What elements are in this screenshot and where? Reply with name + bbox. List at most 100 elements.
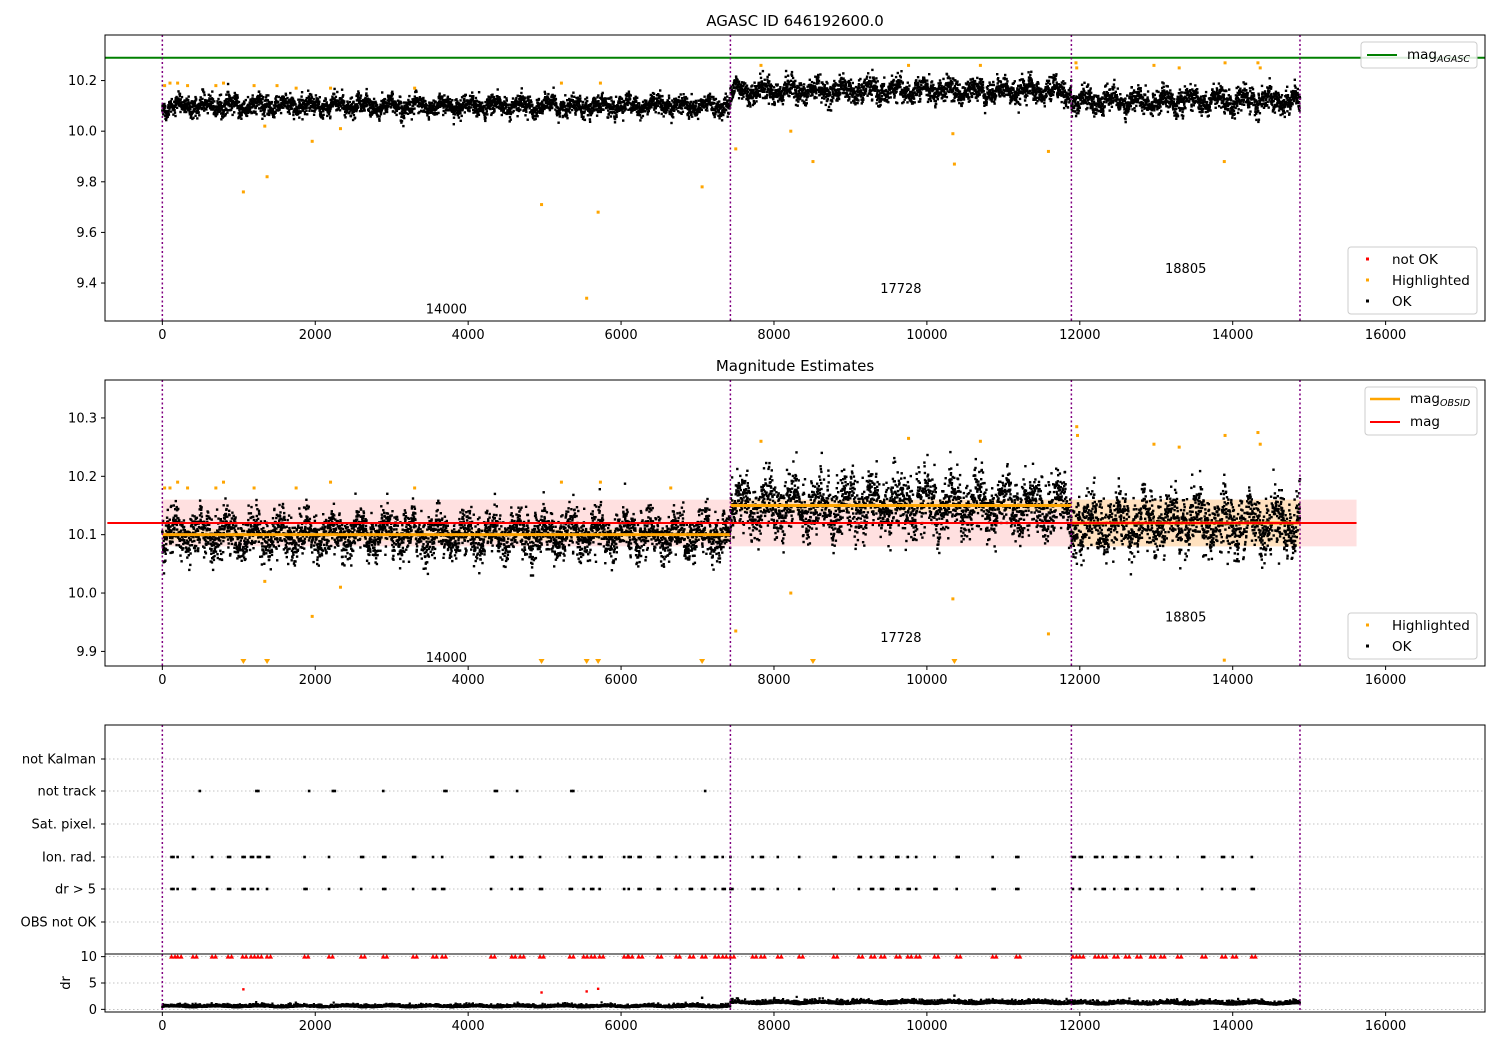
ok-point [588,120,592,123]
ok-point [594,97,597,100]
ok-point [319,113,322,116]
ok-point [563,105,566,108]
ok-point [531,112,535,115]
ok-point [389,106,393,109]
ok-point [993,102,996,105]
ok-point [765,90,769,94]
ok-point [288,112,291,115]
ok-point [635,100,638,104]
ok-point [589,113,593,117]
ok-point [608,97,611,100]
ok-point [591,99,595,102]
ok-point [945,73,949,76]
ok-point [274,99,278,102]
ok-point [194,95,197,99]
ok-point [534,117,537,121]
ok-point [372,106,375,110]
ok-point [262,112,266,115]
ok-point [342,104,345,107]
ok-point [488,101,491,104]
ok-point [449,101,453,104]
ok-point [187,101,190,104]
ok-point [603,97,607,100]
ok-point [334,101,337,105]
ok-point [541,100,544,103]
ok-point [477,110,480,114]
ok-point [744,82,747,85]
ok-point [567,103,571,106]
ok-point [203,101,207,104]
ok-point [363,101,366,105]
ok-point [433,113,436,116]
ok-point [203,109,206,112]
ok-point [344,107,347,110]
ok-point [896,101,899,105]
ok-point [328,105,331,108]
ok-point [496,88,499,91]
ok-point [413,107,416,110]
ok-point [482,108,485,111]
ok-point [528,101,531,105]
ok-point [612,102,615,106]
ok-point [454,113,457,116]
ok-point [746,91,750,94]
ok-point [314,94,318,97]
ok-point [593,108,597,111]
ok-point [257,94,260,98]
ok-point [220,101,223,105]
ok-point [411,104,415,107]
ok-point [232,105,235,108]
ok-point [536,115,539,118]
ok-point [279,111,283,115]
ok-point [400,101,403,105]
ok-point [174,98,177,102]
ok-point [726,115,729,118]
ok-point [355,109,358,113]
ok-point [351,108,355,111]
ok-point [749,105,752,108]
ok-point [766,75,769,79]
ok-point [262,104,265,107]
ok-point [475,109,479,112]
ok-point [445,108,448,111]
ok-point [766,94,769,97]
ok-point [275,95,278,98]
ok-point [906,81,909,84]
ok-point [523,106,527,109]
ok-point [615,113,618,117]
ok-point [512,105,515,108]
ok-point [316,98,320,101]
ok-point [797,100,800,103]
ok-point [459,99,462,102]
ok-point [498,97,502,100]
ok-point [270,102,273,105]
ok-point [433,104,436,107]
ok-point [600,95,603,98]
ok-point [390,103,393,107]
ok-point [513,106,516,109]
ok-point [553,104,556,107]
ok-point [681,110,685,113]
ok-point [667,97,671,100]
ok-point [236,94,239,97]
ok-point [618,98,621,101]
ok-point [360,107,363,111]
ok-point [439,98,442,101]
ok-point [758,93,761,96]
ok-point [381,104,384,107]
ok-point [638,114,642,117]
ok-point [291,104,294,107]
ok-point [349,115,353,118]
ok-point [439,105,442,108]
ok-point [567,108,570,112]
ok-point [616,110,619,114]
ok-point [237,105,240,108]
ok-point [515,107,519,110]
ok-point [566,117,569,120]
ok-point [896,71,899,75]
ok-point [612,100,615,103]
ok-point [612,107,615,110]
ok-point [520,91,523,95]
ok-point [501,105,504,109]
ok-point [515,98,518,102]
